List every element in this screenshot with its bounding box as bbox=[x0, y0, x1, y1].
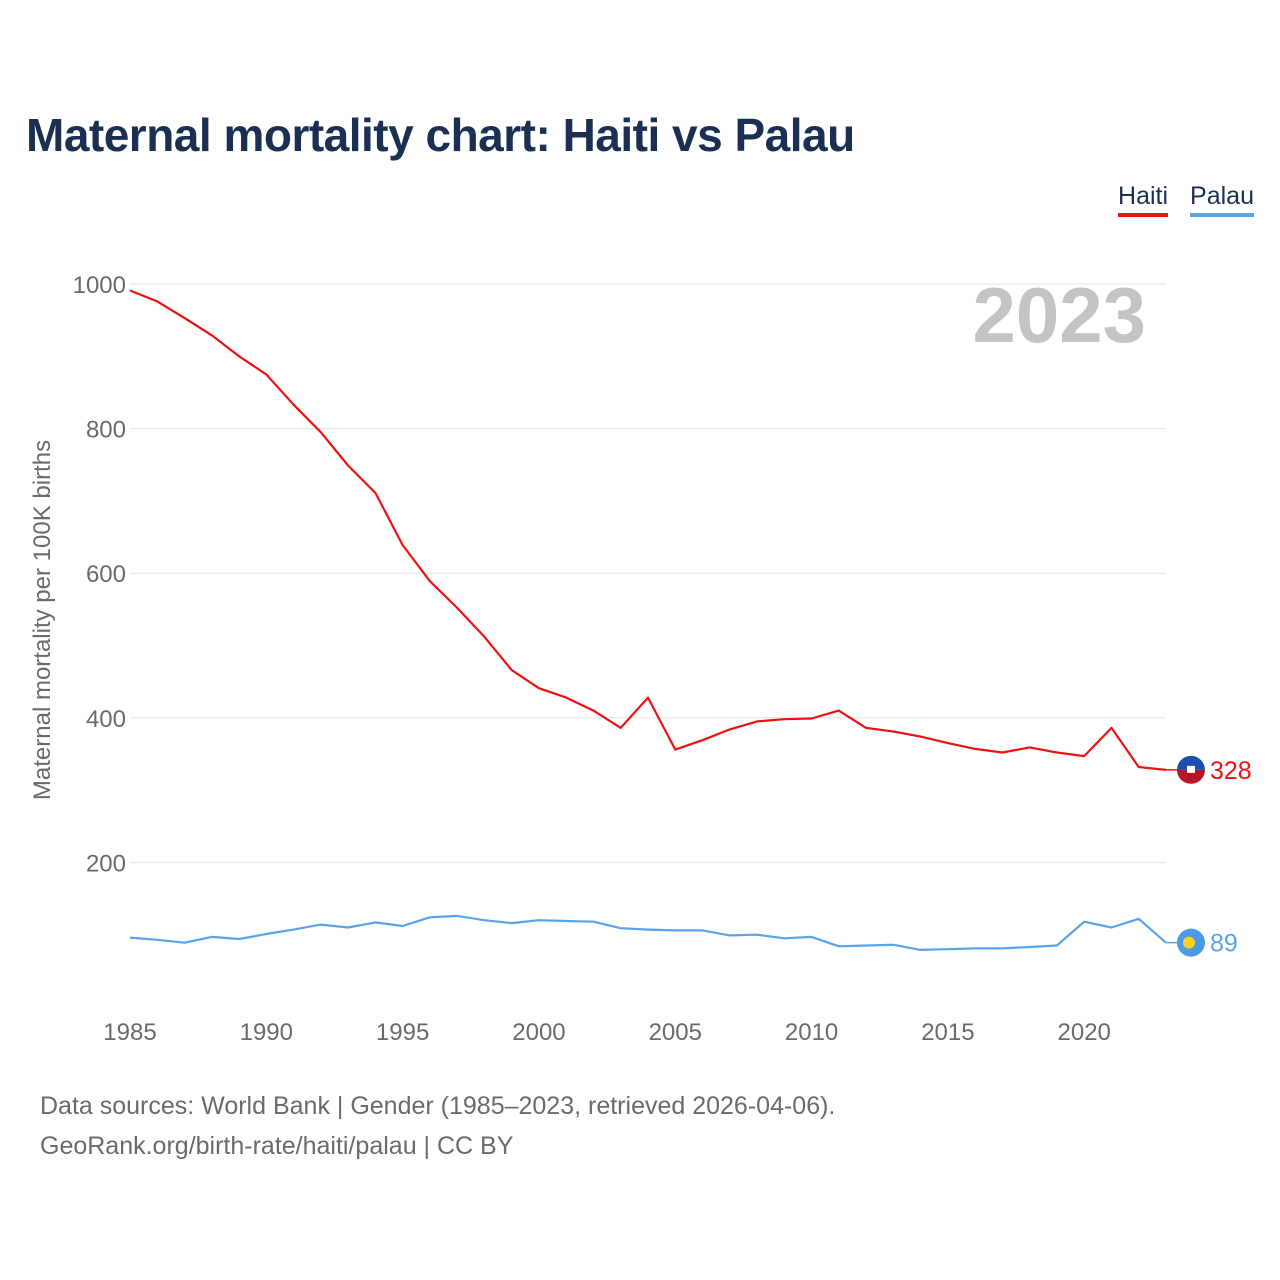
y-axis-ticks: 200 400 600 800 1000 bbox=[73, 272, 126, 877]
y-axis-label: Maternal mortality per 100K births bbox=[29, 440, 56, 800]
x-tick-1990: 1990 bbox=[240, 1019, 293, 1046]
y-tick-200: 200 bbox=[86, 850, 126, 877]
gridlines bbox=[130, 283, 1166, 863]
x-tick-2020: 2020 bbox=[1058, 1019, 1111, 1046]
source-line-1: Data sources: World Bank | Gender (1985–… bbox=[40, 1092, 836, 1120]
legend: Haiti Palau bbox=[1118, 182, 1254, 217]
x-tick-2015: 2015 bbox=[921, 1019, 974, 1046]
y-tick-1000: 1000 bbox=[73, 272, 126, 299]
legend-item-haiti[interactable]: Haiti bbox=[1118, 182, 1169, 217]
series-line-haiti[interactable] bbox=[129, 289, 1167, 771]
end-markers: 328 89 bbox=[1166, 755, 1252, 958]
x-tick-1995: 1995 bbox=[376, 1019, 429, 1046]
y-tick-400: 400 bbox=[86, 706, 126, 733]
end-value-palau: 89 bbox=[1210, 930, 1238, 958]
x-tick-1985: 1985 bbox=[103, 1019, 156, 1046]
x-tick-2005: 2005 bbox=[649, 1019, 702, 1046]
x-tick-2000: 2000 bbox=[512, 1019, 565, 1046]
y-tick-800: 800 bbox=[86, 417, 126, 444]
source-line-2[interactable]: GeoRank.org/birth-rate/haiti/palau | CC … bbox=[40, 1132, 514, 1160]
x-axis-ticks: 1985 1990 1995 2000 2005 2010 2015 2020 bbox=[103, 1019, 1111, 1046]
chart-title: Maternal mortality chart: Haiti vs Palau bbox=[26, 109, 855, 161]
flag-icon-haiti bbox=[1177, 755, 1205, 784]
legend-item-palau[interactable]: Palau bbox=[1190, 182, 1254, 217]
series-lines bbox=[129, 289, 1167, 952]
source-note: Data sources: World Bank | Gender (1985–… bbox=[40, 1086, 835, 1166]
year-label: 2023 bbox=[972, 271, 1146, 359]
flag-icon-palau bbox=[1177, 928, 1205, 957]
end-value-haiti: 328 bbox=[1210, 757, 1252, 785]
y-tick-600: 600 bbox=[86, 561, 126, 588]
series-line-palau[interactable] bbox=[129, 914, 1167, 952]
x-tick-2010: 2010 bbox=[785, 1019, 838, 1046]
